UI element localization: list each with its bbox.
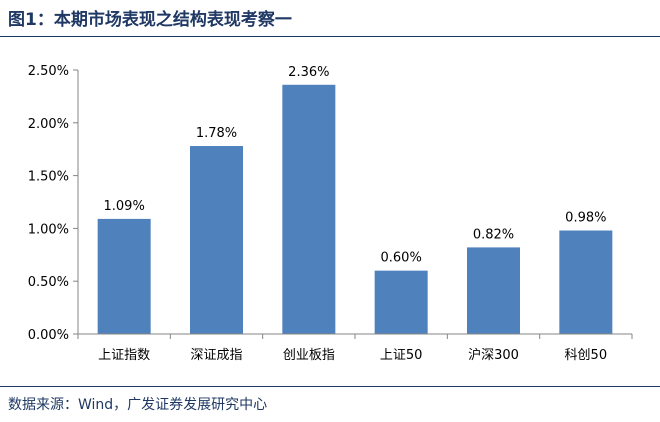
x-tick-label: 上证指数 [98,348,150,363]
data-label: 0.98% [565,211,606,226]
bar-1 [97,218,151,334]
x-tick-label: 科创50 [565,348,608,363]
bar-6 [559,230,613,334]
y-tick-label: 0.00% [28,328,69,343]
data-labels: 1.09% 1.78% 2.36% 0.60% 0.82% 0.98% [104,65,607,266]
y-axis: 0.00% 0.50% 1.00% 1.50% 2.00% 2.50% [28,64,79,343]
bar-4 [374,270,428,334]
bar-chart: 0.00% 0.50% 1.00% 1.50% 2.00% 2.50% 1.09% 1.78… [28,64,633,363]
data-label: 1.09% [104,199,145,214]
bar-3 [282,84,336,334]
y-tick-label: 1.50% [28,170,69,185]
x-tick-label: 深证成指 [190,348,242,363]
data-label: 1.78% [196,126,237,141]
source-rule [0,386,660,387]
y-tick-label: 0.50% [28,275,69,290]
data-label: 2.36% [288,65,329,80]
figure-title: 图1：本期市场表现之结构表现考察一 [8,10,292,30]
x-tick-label: 沪深300 [468,347,519,363]
y-tick-label: 2.00% [28,117,69,132]
x-tick-label: 创业板指 [283,348,335,363]
bar-2 [190,146,243,334]
x-axis: 上证指数 深证成指 创业板指 上证50 沪深300 科创50 [77,333,633,363]
bars [97,84,613,334]
source-note: 数据来源：Wind，广发证券发展研究中心 [8,397,268,413]
data-label: 0.82% [473,227,514,242]
x-tick-label: 上证50 [380,348,423,363]
y-tick-label: 2.50% [28,64,69,79]
y-tick-label: 1.00% [28,222,69,237]
bar-5 [467,247,520,334]
title-rule [0,36,660,37]
data-label: 0.60% [381,251,422,266]
